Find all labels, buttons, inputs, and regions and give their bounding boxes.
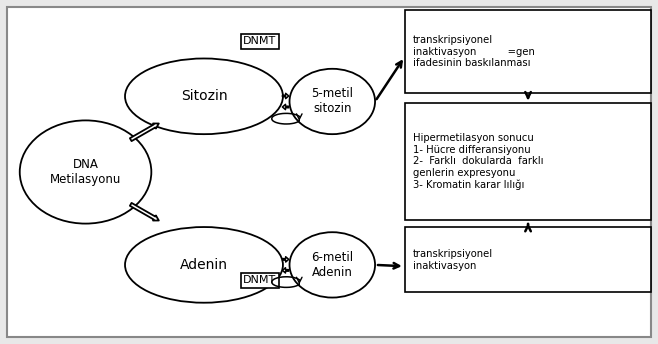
Bar <box>405 103 651 220</box>
Text: transkripsiyonel
inaktivasyon          =gen
ifadesinin baskılanması: transkripsiyonel inaktivasyon =gen ifade… <box>413 35 534 68</box>
FancyArrowPatch shape <box>282 257 289 262</box>
Text: Sitozin: Sitozin <box>181 89 227 103</box>
Ellipse shape <box>125 58 283 134</box>
Text: Adenin: Adenin <box>180 258 228 272</box>
Text: DNA
Metilasyonu: DNA Metilasyonu <box>50 158 121 186</box>
Ellipse shape <box>290 232 375 298</box>
Text: transkripsiyonel
inaktivasyon: transkripsiyonel inaktivasyon <box>413 249 493 270</box>
FancyArrowPatch shape <box>130 203 159 221</box>
Bar <box>405 227 651 292</box>
FancyArrowPatch shape <box>282 93 289 99</box>
FancyArrowPatch shape <box>130 123 159 141</box>
Text: 5-metil
sitozin: 5-metil sitozin <box>311 87 353 116</box>
Text: DNMT: DNMT <box>243 275 276 286</box>
Text: Hipermetilasyon sonucu
1- Hücre differansiyonu
2-  Farklı  dokularda  farklı
gen: Hipermetilasyon sonucu 1- Hücre differan… <box>413 133 543 190</box>
Ellipse shape <box>290 69 375 134</box>
Text: 6-metil
Adenin: 6-metil Adenin <box>311 251 353 279</box>
FancyArrowPatch shape <box>282 268 289 273</box>
Ellipse shape <box>125 227 283 303</box>
Text: DNMT: DNMT <box>243 36 276 46</box>
FancyArrowPatch shape <box>282 104 289 110</box>
FancyBboxPatch shape <box>7 7 651 337</box>
Ellipse shape <box>20 120 151 224</box>
Bar <box>405 10 651 93</box>
